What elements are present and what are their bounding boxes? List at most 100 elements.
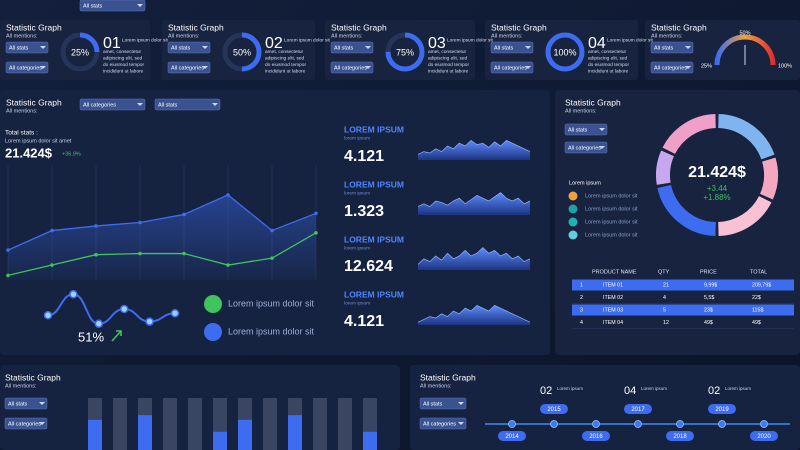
year-pill — [582, 431, 610, 441]
ring-label: 75% — [396, 47, 414, 57]
dropdown[interactable] — [650, 61, 694, 74]
dropdown[interactable] — [154, 98, 221, 111]
year-pill — [624, 404, 652, 414]
dropdown-arrow — [40, 46, 46, 49]
dropdown-arrow — [365, 66, 371, 69]
dropdown-label: All stats — [423, 401, 443, 407]
point — [314, 211, 318, 216]
bar-background — [113, 398, 127, 450]
table-cell: 4 — [580, 320, 583, 326]
donut-center-value: 21.424$ — [688, 164, 746, 181]
table-header: TOTAL — [750, 269, 767, 275]
card-text: amet, consectetur — [103, 49, 142, 55]
dropdown[interactable] — [4, 417, 48, 430]
point — [226, 263, 230, 267]
card-text: do eiusmod tempor — [265, 62, 306, 68]
panel-subtitle: All mentions: — [5, 383, 37, 389]
table-cell: 21 — [663, 282, 669, 288]
wave-point — [145, 317, 154, 326]
dropdown[interactable] — [564, 141, 608, 154]
dropdown[interactable] — [167, 61, 211, 74]
donut-segment — [657, 184, 717, 236]
dropdown[interactable] — [79, 0, 146, 12]
dropdown[interactable] — [4, 397, 48, 410]
timeline-dot — [634, 420, 642, 428]
table-cell: 5 — [663, 307, 666, 313]
legend-dot — [568, 230, 578, 240]
timeline-note: Lorem ipsum — [641, 386, 667, 391]
dropdown[interactable] — [5, 41, 49, 54]
card-text: do eiusmod tempor — [103, 62, 144, 68]
line — [7, 194, 317, 251]
panel — [410, 365, 800, 450]
dropdown-label: All stats — [83, 3, 103, 9]
table-cell: 4 — [663, 295, 666, 301]
dropdown[interactable] — [419, 417, 467, 430]
dropdown-arrow — [458, 422, 464, 425]
dropdown-arrow — [40, 66, 46, 69]
table-header: QTY — [658, 269, 670, 275]
dropdown-label: All stats — [171, 45, 191, 51]
dropdown[interactable] — [167, 41, 211, 54]
dropdown[interactable] — [330, 61, 374, 74]
dropdown-label: All categories — [494, 65, 527, 71]
dropdown[interactable] — [490, 61, 534, 74]
table-header: PRICE — [700, 269, 717, 275]
table-cell: 12 — [663, 320, 669, 326]
legend-dot — [204, 323, 222, 341]
legend-label: Lorem ipsum dolor sit — [585, 219, 638, 225]
dropdown-arrow — [599, 146, 605, 149]
dropdown-label: All stats — [654, 45, 674, 51]
total-label: Total stats : — [5, 130, 38, 137]
dropdown-label: All categories — [83, 102, 116, 108]
card-text: adipiscing elit, sed — [428, 55, 468, 61]
dropdown[interactable] — [564, 123, 608, 136]
sparkline-fill — [418, 192, 530, 215]
card-text: amet, consectetur — [265, 49, 304, 55]
legend-title: Lorem ipsum — [569, 180, 601, 186]
point — [50, 263, 54, 267]
table-cell: 9,99$ — [704, 282, 717, 288]
donut-segment — [717, 114, 775, 160]
stat-value: 12.624 — [344, 258, 393, 275]
legend-label: Lorem ipsum dolor sit — [228, 298, 315, 308]
bar-background — [163, 398, 177, 450]
year-pill — [666, 431, 694, 441]
point — [94, 252, 98, 257]
panel-title: Statistic Graph — [6, 22, 62, 32]
panel-title: Statistic Graph — [5, 372, 61, 382]
dropdown[interactable] — [330, 41, 374, 54]
dropdown-arrow — [202, 66, 208, 69]
panel-title: Statistic Graph — [565, 97, 621, 107]
wave-point — [69, 290, 78, 299]
stat-title: LOREM IPSUM — [344, 234, 404, 244]
panel-subtitle: All mentions: — [651, 33, 683, 39]
dropdown-label: All categories — [423, 421, 456, 427]
sparkline — [417, 247, 531, 265]
dropdown-label: All stats — [8, 401, 28, 407]
point — [226, 193, 230, 197]
gauge-label: 50% — [739, 30, 750, 36]
dropdown-label: All categories — [334, 65, 367, 71]
dropdown[interactable] — [5, 61, 49, 74]
donut-segment — [759, 157, 778, 200]
dropdown-arrow — [212, 103, 218, 106]
stat-subtitle: lorem ipsum — [344, 190, 370, 196]
card-text: do eiusmod tempor — [588, 62, 629, 68]
dropdown-arrow — [39, 402, 45, 405]
timeline-year: 2020 — [757, 434, 771, 440]
table-cell: 23$ — [704, 307, 713, 313]
panel-title: Statistic Graph — [420, 372, 476, 382]
dropdown[interactable] — [419, 397, 467, 410]
card-number: 03 — [428, 35, 446, 52]
legend-label: Lorem ipsum dolor sit — [585, 206, 638, 212]
panel-title: Statistic Graph — [651, 22, 707, 32]
dropdown-label: All categories — [654, 65, 687, 71]
dropdown[interactable] — [490, 41, 534, 54]
dropdown-arrow — [137, 103, 143, 106]
donut-change: +1.88% — [703, 193, 730, 202]
stat-subtitle: lorem ipsum — [344, 245, 370, 251]
dropdown[interactable] — [650, 41, 694, 54]
card-text: amet, consectetur — [588, 49, 627, 55]
dropdown[interactable] — [79, 98, 146, 111]
